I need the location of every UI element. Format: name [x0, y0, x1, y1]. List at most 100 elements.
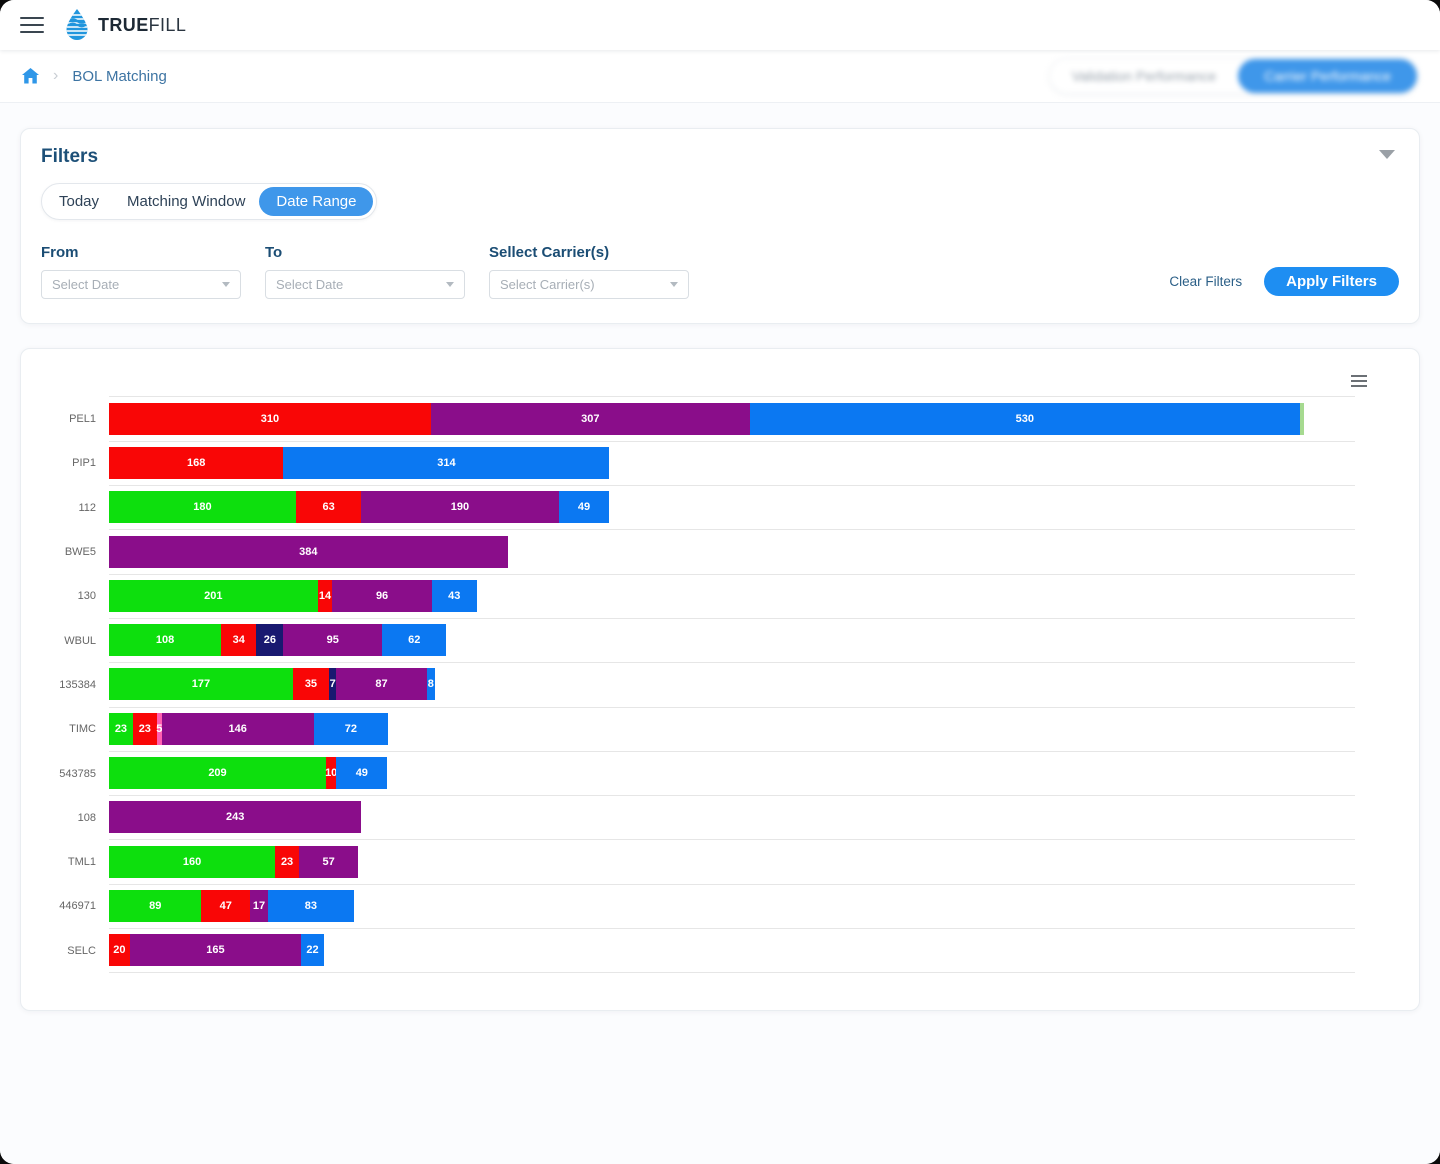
- bar-segment-blue[interactable]: 49: [336, 757, 388, 790]
- bar-segment-blue[interactable]: 49: [558, 491, 610, 524]
- breadcrumb-chevron-icon: ›: [53, 67, 59, 84]
- bar-segment-blue[interactable]: 62: [382, 624, 447, 657]
- category-label: 130: [77, 590, 96, 603]
- bar-track: 201 14 96 43: [109, 574, 1355, 619]
- category-label: TML1: [67, 856, 96, 869]
- tab-date-range[interactable]: Date Range: [259, 187, 374, 216]
- chart-row: BWE5 384: [41, 530, 1355, 575]
- bar-segment-label: 146: [228, 722, 247, 735]
- bar-track: 177 35 7 87 8: [109, 662, 1355, 708]
- bar-segment-green[interactable]: 108: [109, 624, 222, 657]
- bar-segment-purple[interactable]: 384: [109, 535, 508, 568]
- bar-segment-label: 23: [114, 722, 128, 735]
- bar-segment-label: 23: [138, 722, 151, 735]
- bar-segment-red[interactable]: 20: [109, 934, 130, 967]
- bar-segment-navy[interactable]: 7: [329, 668, 337, 701]
- bar-segment-red[interactable]: 35: [292, 668, 330, 701]
- bar-segment-label: 83: [304, 899, 318, 912]
- bar-segment-blue[interactable]: 43: [431, 579, 477, 612]
- bar-segment-green[interactable]: 201: [109, 579, 318, 612]
- category-label: TIMC: [69, 723, 96, 736]
- bar-segment-red[interactable]: 23: [275, 845, 299, 878]
- bar-segment-label: 20: [113, 944, 126, 957]
- bar-segment-blue[interactable]: 8: [426, 668, 435, 701]
- bar-segment-red[interactable]: 14: [317, 579, 333, 612]
- bar-segment-purple[interactable]: 243: [109, 801, 362, 834]
- bar-segment-label: 62: [408, 634, 421, 647]
- bar-segment-green[interactable]: 177: [109, 668, 293, 701]
- validation-performance-button[interactable]: Validation Performance: [1071, 68, 1217, 84]
- bar-segment-purple[interactable]: 95: [283, 624, 383, 657]
- carrier-performance-button[interactable]: Carrier Performance: [1238, 59, 1417, 93]
- chart-row: PIP1 168 314: [41, 441, 1355, 487]
- bar-segment-blue[interactable]: 72: [313, 712, 389, 745]
- bar-segment-red[interactable]: 168: [109, 446, 284, 479]
- bar-segment-purple[interactable]: 96: [332, 579, 432, 612]
- bar-segment-blue[interactable]: 530: [749, 403, 1300, 436]
- bar-segment-red[interactable]: 34: [221, 624, 257, 657]
- bar-segment-purple[interactable]: 87: [336, 668, 427, 701]
- bar-segment-purple[interactable]: 307: [430, 403, 750, 436]
- bar-segment-pink[interactable]: 5: [156, 712, 162, 745]
- tab-matching-window[interactable]: Matching Window: [127, 193, 246, 210]
- bar-track: 89 47 17 83: [109, 884, 1355, 930]
- bar-track: 23 23 5 146 72: [109, 707, 1355, 752]
- bar-segment-label: 7: [329, 678, 336, 691]
- tab-today[interactable]: Today: [59, 193, 100, 210]
- to-date-select[interactable]: Select Date: [265, 270, 465, 299]
- bar-segment-label: 530: [1015, 413, 1034, 426]
- home-icon[interactable]: [22, 68, 39, 84]
- bar-segment-green[interactable]: 180: [109, 491, 296, 524]
- filters-card: Filters Today Matching Window Date Range…: [20, 128, 1420, 324]
- bar-segment-purple[interactable]: 17: [250, 889, 268, 922]
- category-label: PIP1: [72, 457, 96, 470]
- brand-logo[interactable]: TRUEFILL: [64, 9, 186, 41]
- chart-row: WBUL 108 34 26 95 62: [41, 618, 1355, 664]
- from-date-select[interactable]: Select Date: [41, 270, 241, 299]
- chart-row: 446971 89 47 17 83: [41, 884, 1355, 930]
- bar-segment-label: 307: [581, 413, 600, 426]
- bar-segment-green[interactable]: 160: [109, 845, 276, 878]
- clear-filters-link[interactable]: Clear Filters: [1169, 274, 1243, 289]
- bar-segment-red[interactable]: 23: [132, 712, 157, 745]
- chart-row: SELC 20 165 22: [41, 929, 1355, 974]
- bar-segment-label: 22: [306, 944, 319, 957]
- bar-segment-label: 14: [318, 589, 332, 602]
- apply-filters-button[interactable]: Apply Filters: [1264, 267, 1399, 296]
- bar-segment-purple[interactable]: 165: [129, 934, 302, 967]
- bar-segment-lightgreen[interactable]: [1299, 403, 1305, 436]
- carrier-field: Sellect Carrier(s) Select Carrier(s): [489, 244, 689, 299]
- bar-track: 180 63 190 49: [109, 485, 1355, 531]
- carrier-select[interactable]: Select Carrier(s): [489, 270, 689, 299]
- bar-segment-red[interactable]: 10: [325, 757, 337, 790]
- chart-row: 112 180 63 190 49: [41, 485, 1355, 531]
- category-label: 543785: [59, 767, 96, 780]
- bar-segment-label: 8: [427, 678, 434, 691]
- breadcrumb[interactable]: BOL Matching: [72, 67, 167, 85]
- bar-track: 209 10 49: [109, 751, 1355, 797]
- category-label: 446971: [59, 900, 96, 913]
- bar-segment-label: 17: [252, 899, 266, 912]
- chart-context-menu-icon[interactable]: [1349, 373, 1369, 389]
- bar-segment-label: 63: [322, 501, 335, 514]
- hamburger-menu-icon[interactable]: [18, 13, 46, 37]
- bar-segment-red[interactable]: 310: [109, 403, 431, 436]
- bar-segment-purple[interactable]: 146: [161, 712, 314, 745]
- bar-segment-purple[interactable]: 57: [299, 845, 359, 878]
- bar-segment-green[interactable]: 209: [109, 757, 326, 790]
- bar-segment-green[interactable]: 89: [109, 889, 202, 922]
- bar-segment-blue[interactable]: 314: [283, 446, 610, 479]
- bar-segment-blue[interactable]: 83: [267, 889, 355, 922]
- bar-segment-green[interactable]: 23: [109, 712, 133, 745]
- from-date-placeholder: Select Date: [52, 277, 120, 292]
- chart-row: TML1 160 23 57: [41, 840, 1355, 885]
- bar-segment-label: 23: [280, 855, 294, 868]
- bar-segment-label: 35: [304, 678, 318, 691]
- collapse-chevron-icon[interactable]: [1379, 150, 1395, 159]
- bar-segment-red[interactable]: 47: [201, 889, 251, 922]
- bar-segment-purple[interactable]: 190: [361, 491, 559, 524]
- to-date-placeholder: Select Date: [276, 277, 344, 292]
- bar-segment-navy[interactable]: 26: [256, 624, 284, 657]
- bar-segment-red[interactable]: 63: [295, 491, 362, 524]
- bar-segment-blue[interactable]: 22: [301, 934, 324, 967]
